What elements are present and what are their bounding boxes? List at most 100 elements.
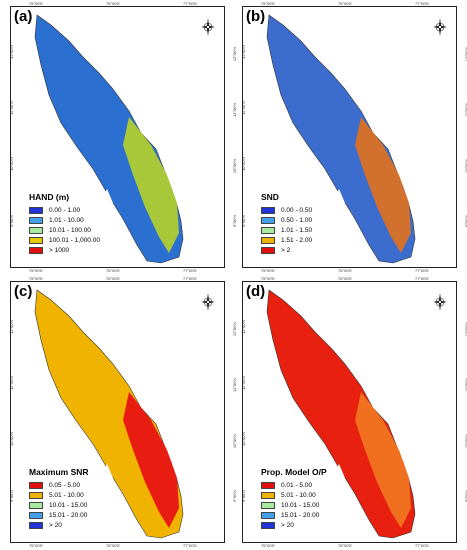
tick-label: 12°00'N: [9, 319, 14, 334]
tick-label: 77°00'E: [415, 543, 429, 548]
map-panel-d: (d) 75°00'E 76°00'E 77°00'E 75°00'E 76°0…: [241, 276, 467, 548]
compass-rose-icon: [433, 18, 447, 36]
legend-label: 5.01 - 10.00: [49, 491, 84, 499]
legend-label: 0.50 - 1.00: [281, 216, 313, 224]
tick-label: 75°00'E: [261, 276, 275, 281]
legend-title: SND: [261, 192, 279, 202]
tick-label: 9°00'N: [9, 215, 14, 227]
tick-label: 10°00'N: [241, 156, 246, 171]
tick-label: 12°00'N: [232, 47, 237, 62]
compass-rose-icon: [201, 18, 215, 36]
legend-swatch: [261, 511, 275, 519]
tick-label: 76°00'E: [338, 1, 352, 6]
tick-label: 11°00'N: [9, 376, 14, 390]
kerala-map-a: [34, 14, 184, 264]
tick-label: 12°00'N: [9, 44, 14, 59]
legend-item: 15.01 - 20.00: [261, 510, 327, 520]
panel-label: (d): [246, 283, 266, 300]
legend-label: 100.01 - 1,000.00: [49, 236, 100, 244]
tick-label: 9°00'N: [241, 215, 246, 227]
compass-rose-icon: [201, 293, 215, 311]
legend-item: 0.50 - 1.00: [261, 215, 312, 225]
legend-title: Prop. Model O/P: [261, 467, 327, 477]
legend-swatch: [261, 206, 275, 214]
tick-label: 77°00'E: [183, 543, 197, 548]
tick-label: 10°00'N: [9, 431, 14, 446]
legend-swatch: [261, 246, 275, 254]
tick-label: 76°00'E: [338, 276, 352, 281]
legend-swatch: [261, 521, 275, 529]
legend-swatch: [29, 481, 43, 489]
tick-label: 10°00'N: [9, 156, 14, 171]
legend-item: 0.00 - 0.50: [261, 205, 312, 215]
legend-label: 5.01 - 10.00: [281, 491, 316, 499]
map-panel-b: (b) 75°00'E 76°00'E 77°00'E 75°00'E 76°0…: [241, 1, 467, 273]
legend-label: 10.01 - 15.00: [49, 501, 88, 509]
legend-item: 10.01 - 100.00: [29, 225, 100, 235]
legend: Maximum SNR 0.05 - 5.00 5.01 - 10.00 10.…: [29, 467, 89, 530]
legend-swatch: [29, 491, 43, 499]
map-panel-a: (a) 75°00'E 76°00'E 77°00'E 75°00'E 76°0…: [9, 1, 237, 273]
panel-label: (c): [14, 283, 33, 300]
legend-label: 0.05 - 5.00: [49, 481, 81, 489]
tick-label: 12°00'N: [232, 322, 237, 337]
legend-item: 5.01 - 10.00: [29, 490, 89, 500]
tick-label: 9°00'N: [232, 215, 237, 227]
legend-item: 1.01 - 1.50: [261, 225, 312, 235]
legend-title: HAND (m): [29, 192, 70, 202]
legend-label: 1.01 - 1.50: [281, 226, 313, 234]
tick-label: 11°00'N: [232, 378, 237, 392]
legend-item: 100.01 - 1,000.00: [29, 235, 100, 245]
legend-label: 1.51 - 2.00: [281, 236, 313, 244]
legend-swatch: [29, 501, 43, 509]
panel-label: (b): [246, 8, 266, 25]
legend-swatch: [29, 246, 43, 254]
tick-label: 77°00'E: [415, 1, 429, 6]
legend-swatch: [261, 236, 275, 244]
tick-label: 76°00'E: [106, 543, 120, 548]
tick-label: 9°00'N: [9, 490, 14, 502]
legend-item: > 1000: [29, 245, 100, 255]
tick-label: 11°00'N: [232, 103, 237, 117]
tick-label: 12°00'N: [241, 44, 246, 59]
tick-label: 10°00'N: [232, 159, 237, 174]
legend-label: 15.01 - 20.00: [49, 511, 88, 519]
tick-label: 75°00'E: [29, 1, 43, 6]
legend-swatch: [261, 216, 275, 224]
tick-label: 10°00'N: [241, 431, 246, 446]
tick-label: 75°00'E: [29, 268, 43, 273]
legend-swatch: [261, 226, 275, 234]
legend-label: 0.00 - 0.50: [281, 206, 313, 214]
legend-swatch: [29, 521, 43, 529]
tick-label: 11°00'N: [241, 101, 246, 115]
tick-label: 75°00'E: [29, 543, 43, 548]
tick-label: 9°00'N: [232, 490, 237, 502]
tick-label: 76°00'E: [338, 543, 352, 548]
tick-label: 9°00'N: [241, 490, 246, 502]
tick-label: 76°00'E: [106, 276, 120, 281]
tick-label: 77°00'E: [183, 1, 197, 6]
legend-label: > 2: [281, 246, 291, 254]
legend-label: > 20: [281, 521, 294, 529]
legend-swatch: [261, 501, 275, 509]
tick-label: 12°00'N: [241, 319, 246, 334]
legend: Prop. Model O/P 0.01 - 5.00 5.01 - 10.00…: [261, 467, 327, 530]
legend: HAND (m) 0.00 - 1.00 1.01 - 10.00 10.01 …: [29, 192, 100, 255]
tick-label: 76°00'E: [338, 268, 352, 273]
legend-item: 10.01 - 15.00: [261, 500, 327, 510]
legend-item: 5.01 - 10.00: [261, 490, 327, 500]
tick-label: 77°00'E: [183, 268, 197, 273]
compass-rose-icon: [433, 293, 447, 311]
legend-item: > 20: [29, 520, 89, 530]
legend-swatch: [29, 511, 43, 519]
legend: SND 0.00 - 0.50 0.50 - 1.00 1.01 - 1.50 …: [261, 192, 312, 255]
legend-swatch: [29, 226, 43, 234]
tick-label: 11°00'N: [9, 101, 14, 115]
legend-swatch: [29, 236, 43, 244]
legend-item: 1.01 - 10.00: [29, 215, 100, 225]
kerala-map-b: [266, 14, 416, 264]
tick-label: 75°00'E: [261, 1, 275, 6]
tick-label: 76°00'E: [106, 268, 120, 273]
legend-item: 1.51 - 2.00: [261, 235, 312, 245]
legend-swatch: [29, 216, 43, 224]
